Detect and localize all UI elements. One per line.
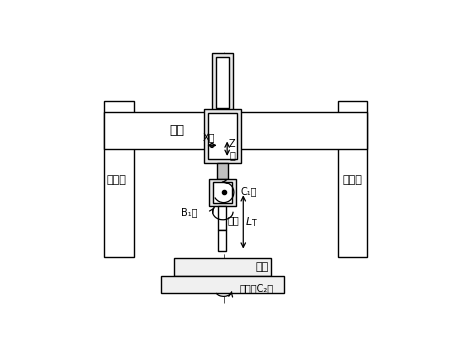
- Text: C₁轴: C₁轴: [240, 186, 256, 196]
- Bar: [203, 109, 241, 163]
- Text: 横梁: 横梁: [169, 124, 184, 137]
- Bar: [160, 276, 284, 293]
- Bar: [208, 179, 235, 206]
- Text: Z
轴: Z 轴: [229, 139, 235, 160]
- Bar: [215, 57, 229, 108]
- Text: 工作台C₂轴: 工作台C₂轴: [239, 284, 273, 294]
- Bar: [218, 206, 226, 230]
- Bar: [211, 53, 233, 112]
- Text: X轴: X轴: [203, 132, 215, 142]
- Bar: [213, 181, 231, 203]
- Text: 右立柱: 右立柱: [342, 175, 362, 185]
- Text: 左立柱: 左立柱: [106, 175, 126, 185]
- Text: $L_{\mathrm{T}}$: $L_{\mathrm{T}}$: [245, 215, 258, 229]
- Bar: [217, 163, 227, 179]
- Bar: [218, 230, 226, 252]
- Bar: [104, 101, 134, 257]
- Text: B₁轴: B₁轴: [181, 208, 197, 217]
- Bar: [174, 258, 270, 276]
- Text: 刀具: 刀具: [227, 216, 238, 225]
- Bar: [104, 112, 367, 149]
- Bar: [207, 113, 236, 159]
- Text: 工件: 工件: [256, 262, 269, 272]
- Bar: [337, 101, 367, 257]
